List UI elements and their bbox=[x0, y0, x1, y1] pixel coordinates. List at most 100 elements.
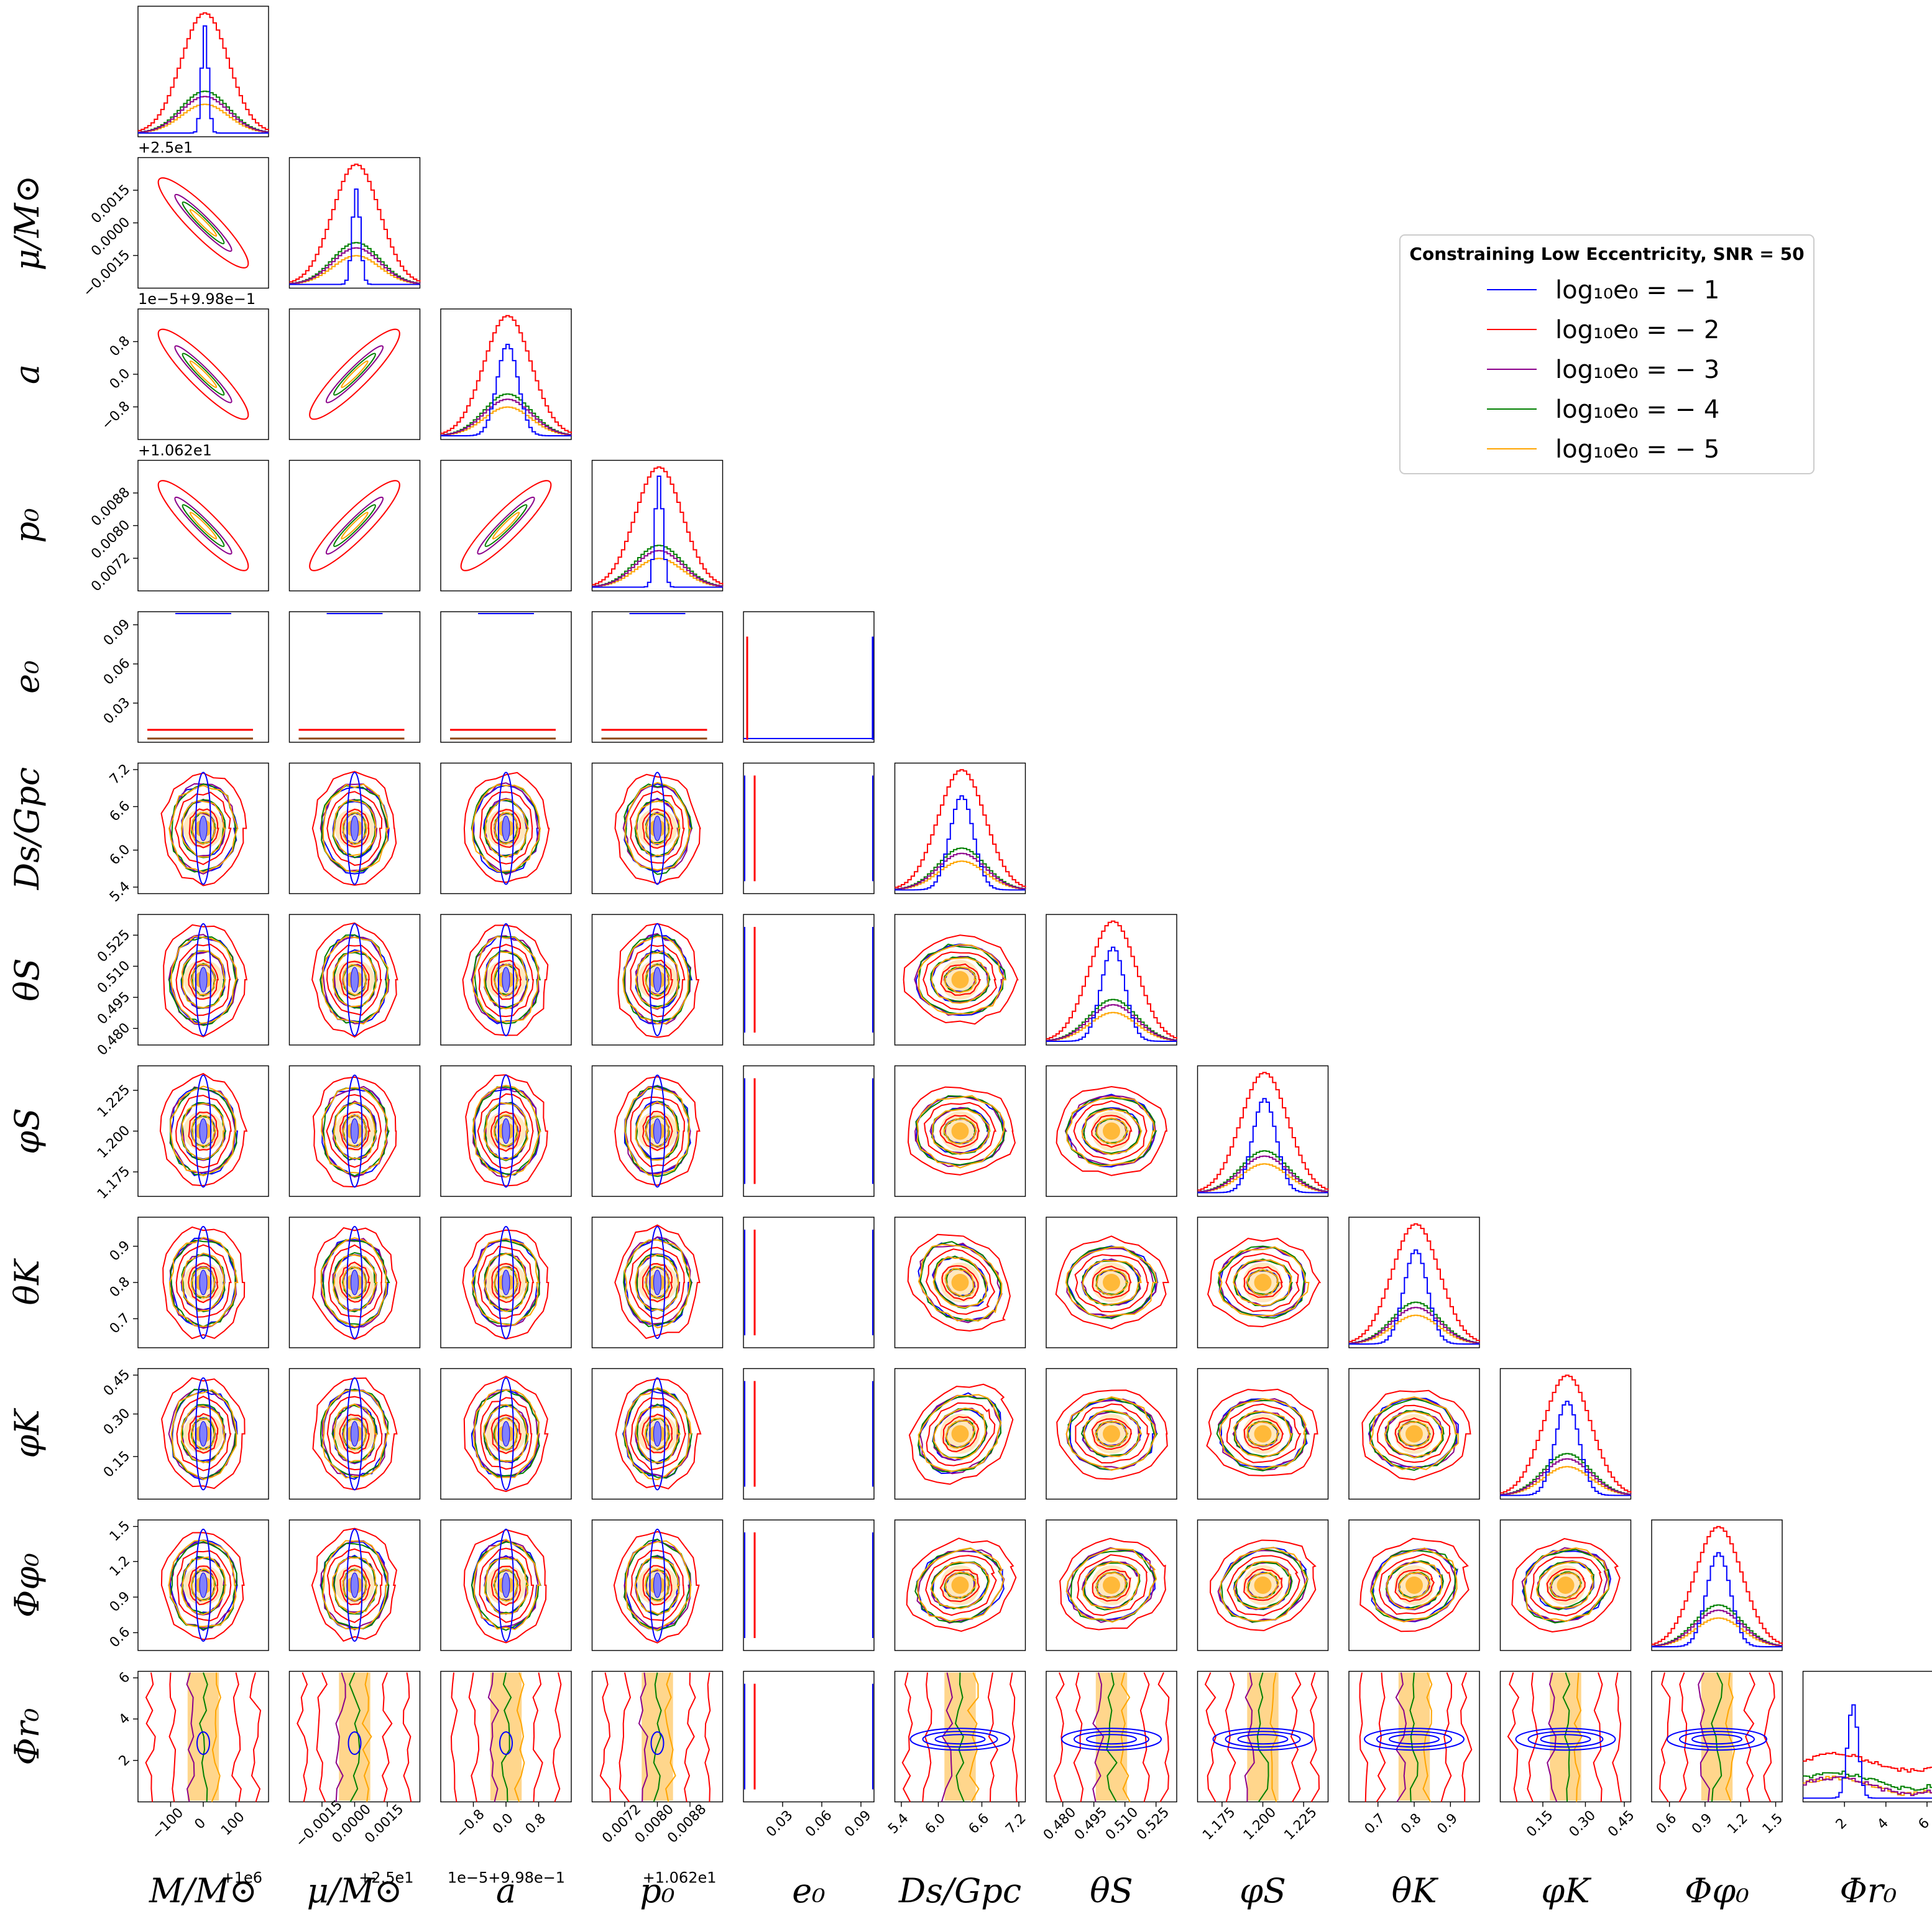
histogram-series-2 bbox=[1197, 1072, 1329, 1191]
y-tick-label: 6.0 bbox=[107, 842, 133, 868]
band-line bbox=[1440, 1672, 1453, 1802]
contour-series-5 bbox=[181, 1103, 225, 1161]
correlation-contour bbox=[333, 352, 376, 396]
correlation-contour bbox=[333, 504, 376, 547]
contour-series-2 bbox=[1092, 1568, 1131, 1602]
band-line bbox=[1698, 1672, 1711, 1802]
x-tick-label: 6.6 bbox=[966, 1811, 992, 1837]
panel-1-0 bbox=[137, 157, 269, 289]
contour-series-4 bbox=[320, 1239, 390, 1326]
contour-series-5 bbox=[1219, 1398, 1307, 1470]
histogram-series-5 bbox=[138, 103, 269, 133]
contour-series-5 bbox=[1524, 1547, 1609, 1623]
contour-series-2 bbox=[1207, 1238, 1322, 1328]
contour-series-2 bbox=[941, 1265, 979, 1301]
panel-7-5 bbox=[894, 1065, 1026, 1197]
panel-10-7 bbox=[1197, 1519, 1329, 1651]
contour-series-2 bbox=[480, 1397, 533, 1470]
blue-contour bbox=[1074, 1731, 1149, 1748]
correlation-contour bbox=[325, 345, 384, 403]
contour-series-2 bbox=[630, 1096, 685, 1167]
panel-2-2 bbox=[440, 308, 572, 440]
band-line bbox=[1573, 1672, 1583, 1802]
blue-narrow-contour bbox=[346, 1377, 363, 1491]
band-line bbox=[145, 1672, 156, 1802]
histogram-series-1 bbox=[1803, 1704, 1932, 1799]
correlation-contour bbox=[341, 512, 369, 540]
blue-contour bbox=[1515, 1728, 1616, 1751]
contour-series-5 bbox=[622, 936, 689, 1025]
contour-series-5 bbox=[181, 799, 226, 858]
contour-series-5 bbox=[1399, 1420, 1430, 1447]
y-tick-label: 0.7 bbox=[107, 1310, 133, 1337]
panel-10-3 bbox=[591, 1519, 724, 1651]
histogram-series-1 bbox=[1197, 1098, 1328, 1194]
contour-series-3 bbox=[932, 1256, 987, 1307]
panel-2-0 bbox=[137, 308, 269, 440]
y-tick-label: 4 bbox=[116, 1711, 134, 1728]
histogram-series-5 bbox=[592, 558, 724, 587]
contour-series-4 bbox=[645, 963, 670, 997]
contour-series-2 bbox=[613, 1531, 700, 1644]
contour-series-2 bbox=[1394, 1568, 1435, 1603]
contour-series-2 bbox=[907, 1233, 1011, 1332]
panel-11-9 bbox=[1499, 1670, 1632, 1803]
panel-frame bbox=[440, 611, 572, 743]
contour-series-2 bbox=[177, 1550, 232, 1622]
x-axis-label: θS bbox=[1090, 1871, 1133, 1910]
blue-core bbox=[199, 1421, 208, 1447]
correlation-contour bbox=[182, 504, 225, 547]
contour-series-4 bbox=[918, 943, 1006, 1015]
panel-frame bbox=[743, 1519, 875, 1651]
legend-label-4: log₁₀e₀ = − 4 bbox=[1555, 395, 1719, 424]
histogram-series-3 bbox=[1197, 1155, 1329, 1193]
panel-frame bbox=[743, 1670, 875, 1803]
density-core bbox=[951, 1274, 969, 1291]
y-tick-label: 2 bbox=[116, 1752, 134, 1769]
contour-series-2 bbox=[1361, 1389, 1471, 1481]
band-line bbox=[1244, 1672, 1255, 1802]
y-tick-label: 1.200 bbox=[94, 1123, 133, 1161]
contour-series-2 bbox=[1091, 1115, 1133, 1148]
panel-7-0 bbox=[137, 1065, 269, 1197]
histogram-series-1 bbox=[138, 25, 269, 134]
band-line bbox=[1106, 1672, 1118, 1802]
panel-4-3 bbox=[591, 611, 724, 743]
contour-series-2 bbox=[477, 1093, 534, 1169]
contour-series-2 bbox=[1056, 1389, 1168, 1480]
band-line bbox=[1725, 1672, 1736, 1802]
blue-contour bbox=[1061, 1728, 1162, 1751]
contour-series-2 bbox=[161, 1377, 246, 1489]
panel-6-1 bbox=[288, 914, 421, 1046]
histogram-series-5 bbox=[1500, 1466, 1632, 1496]
contour-series-5 bbox=[333, 1254, 378, 1312]
contour-series-2 bbox=[907, 1086, 1016, 1176]
contour-series-4 bbox=[635, 1101, 679, 1161]
y-tick-label: −0.8 bbox=[99, 398, 133, 433]
y-axis-label: θK bbox=[7, 1258, 47, 1305]
panel-10-10 bbox=[1651, 1519, 1783, 1651]
panel-11-0 bbox=[137, 1670, 269, 1803]
y-tick-label: 0.8 bbox=[107, 333, 133, 359]
contour-series-2 bbox=[1073, 1100, 1148, 1162]
contour-series-5 bbox=[635, 1101, 680, 1161]
panel-10-5 bbox=[894, 1519, 1026, 1651]
y-tick-label: 6.6 bbox=[107, 798, 133, 824]
contour-series-2 bbox=[922, 951, 997, 1010]
contour-series-2 bbox=[1530, 1556, 1603, 1617]
x-tick-label: −100 bbox=[149, 1805, 186, 1843]
x-axis-label: a bbox=[496, 1871, 516, 1910]
band-line bbox=[1395, 1672, 1407, 1803]
contour-series-5 bbox=[1065, 1246, 1158, 1318]
contour-series-2 bbox=[175, 1094, 232, 1169]
panel-9-0 bbox=[137, 1368, 269, 1500]
y-axis-label: φS bbox=[7, 1108, 47, 1154]
blue-contour bbox=[1212, 1728, 1313, 1751]
panel-8-0 bbox=[137, 1217, 269, 1348]
contour-series-5 bbox=[484, 1253, 529, 1312]
x-tick-label: 6 bbox=[1916, 1815, 1932, 1833]
histogram-series-3 bbox=[289, 247, 421, 285]
contour-series-5 bbox=[322, 783, 390, 873]
blue-narrow-contour bbox=[346, 1529, 363, 1642]
contour-series-2 bbox=[478, 944, 535, 1018]
